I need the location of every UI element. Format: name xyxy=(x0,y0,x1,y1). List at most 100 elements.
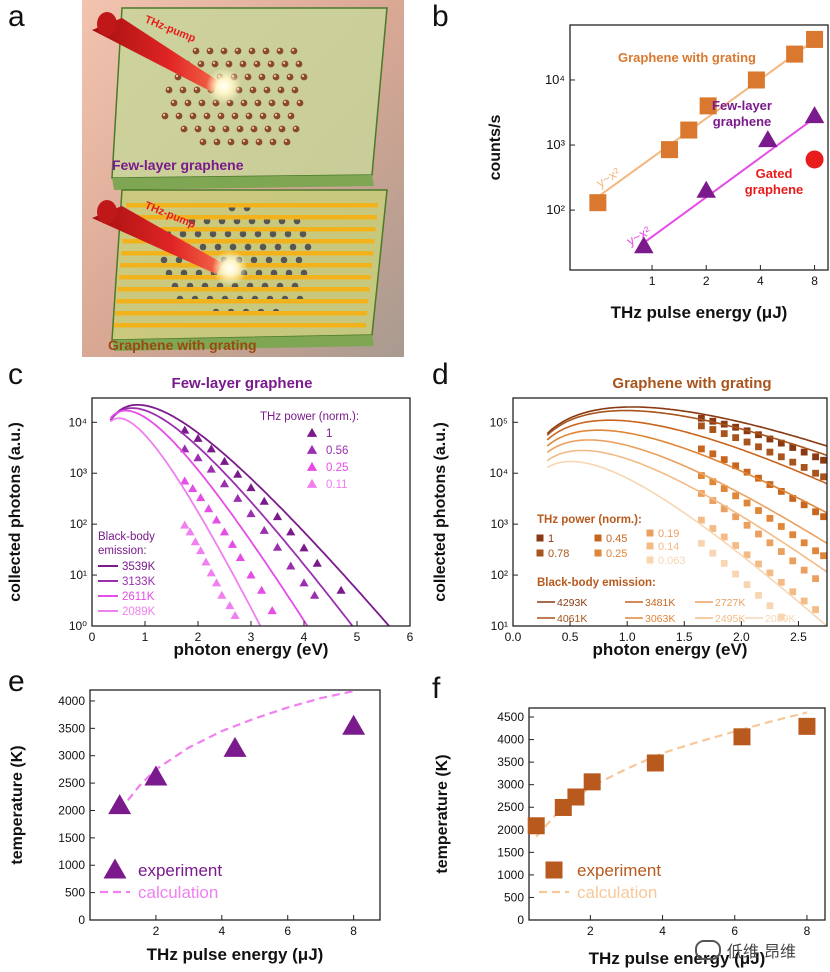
annotation: Few-layer xyxy=(712,98,772,113)
lattice-atom xyxy=(193,86,201,94)
lattice-atom xyxy=(234,47,242,55)
legend-marker xyxy=(536,534,544,542)
lattice-atom-highlight xyxy=(195,126,199,130)
data-point xyxy=(720,505,728,513)
y-tick-label: 10⁴ xyxy=(489,466,508,480)
data-point xyxy=(786,45,804,63)
lattice-atom-highlight xyxy=(254,61,258,65)
data-point xyxy=(698,414,705,422)
x-tick-label: 2.0 xyxy=(733,630,750,644)
lattice-atom xyxy=(244,243,252,251)
lattice-atom xyxy=(170,99,178,107)
lattice-atom xyxy=(295,256,303,264)
data-point xyxy=(800,539,808,547)
fit-line xyxy=(638,117,816,247)
y-tick-label: 3000 xyxy=(497,778,524,792)
data-point xyxy=(755,507,762,514)
legend-entry: 0.14 xyxy=(658,541,679,553)
legend-entry: 2495K xyxy=(715,613,745,625)
lattice-atom xyxy=(250,256,258,264)
data-point xyxy=(720,559,728,567)
lattice-atom xyxy=(283,138,291,146)
lattice-atom-highlight xyxy=(242,139,246,143)
lattice-atom xyxy=(244,73,252,81)
lattice-atom-highlight xyxy=(279,126,283,130)
data-point xyxy=(709,426,717,433)
data-point xyxy=(698,539,705,547)
data-point xyxy=(732,542,740,549)
data-point xyxy=(777,613,785,621)
lattice-atom xyxy=(270,269,278,277)
data-point xyxy=(696,180,716,198)
data-point xyxy=(272,512,283,521)
data-point xyxy=(286,561,296,570)
lattice-atom xyxy=(263,86,271,94)
lattice-atom-highlight xyxy=(301,74,305,78)
data-point xyxy=(698,472,705,479)
data-point xyxy=(206,568,216,577)
lattice-atom-highlight xyxy=(278,87,282,91)
lattice-atom-highlight xyxy=(194,87,198,91)
data-point xyxy=(777,487,785,495)
y-tick-label: 4500 xyxy=(497,710,524,724)
y-tick-label: 10⁰ xyxy=(69,619,87,633)
lattice-atom xyxy=(239,60,247,68)
legend-marker xyxy=(646,556,654,564)
annotation: Graphene with grating xyxy=(618,50,756,65)
lattice-atom-highlight xyxy=(193,48,197,52)
lattice-atom-highlight xyxy=(241,100,245,104)
data-point xyxy=(259,496,269,505)
data-point xyxy=(634,236,654,254)
y-axis-title: collected photons (a.u.) xyxy=(432,422,449,602)
y-tick-label: 4000 xyxy=(497,733,524,747)
data-point xyxy=(812,469,819,477)
lattice-atom xyxy=(282,99,290,107)
lattice-atom xyxy=(265,256,273,264)
y-axis-title: counts/s xyxy=(487,115,504,181)
lattice-atom-highlight xyxy=(260,113,264,117)
data-point xyxy=(789,495,797,502)
data-point xyxy=(743,551,751,559)
lattice-atom xyxy=(194,230,202,238)
x-tick-label: 1 xyxy=(649,274,656,288)
x-tick-label: 0 xyxy=(89,630,96,644)
data-point xyxy=(766,448,774,456)
y-axis-title: temperature (K) xyxy=(434,754,451,873)
legend-marker xyxy=(306,427,318,437)
x-tick-label: 4 xyxy=(757,274,764,288)
lattice-atom xyxy=(195,269,203,277)
data-point xyxy=(233,469,243,478)
data-point xyxy=(766,435,774,443)
lattice-atom xyxy=(180,269,188,277)
blackbody-curve xyxy=(546,409,827,457)
data-point xyxy=(743,521,751,529)
lattice-atom xyxy=(180,125,188,133)
lattice-atom xyxy=(287,112,295,120)
lattice-atom xyxy=(165,86,173,94)
panel-label-c: c xyxy=(8,358,23,391)
top-slab-caption: Few-layer graphene xyxy=(112,157,244,173)
data-point xyxy=(806,30,824,48)
lattice-atom-highlight xyxy=(270,139,274,143)
lattice-atom xyxy=(254,230,262,238)
lattice-atom xyxy=(269,230,277,238)
legend-entry: 3063K xyxy=(645,613,675,625)
lattice-atom-highlight xyxy=(246,113,250,117)
legend-title: THz power (norm.): xyxy=(537,514,642,526)
data-point xyxy=(747,71,765,89)
lattice-atom-highlight xyxy=(190,113,194,117)
legend-entry: 3133K xyxy=(122,576,156,588)
y-tick-label: 1500 xyxy=(58,831,85,845)
data-point xyxy=(206,444,216,453)
x-tick-label: 2 xyxy=(703,274,710,288)
data-point xyxy=(211,515,222,524)
annotation: Gated xyxy=(756,166,793,181)
lattice-atom xyxy=(179,86,187,94)
chart-d: Graphene with grating 0.0 0.5 1.0 1.5 2.0 2.5 1… xyxy=(432,375,828,659)
y-tick-label: 10² xyxy=(546,202,565,217)
legend-entry: 0.78 xyxy=(548,548,569,560)
data-point xyxy=(755,530,762,538)
data-point xyxy=(804,106,825,124)
bottom-slab-edge xyxy=(112,335,374,351)
data-point xyxy=(235,553,245,562)
